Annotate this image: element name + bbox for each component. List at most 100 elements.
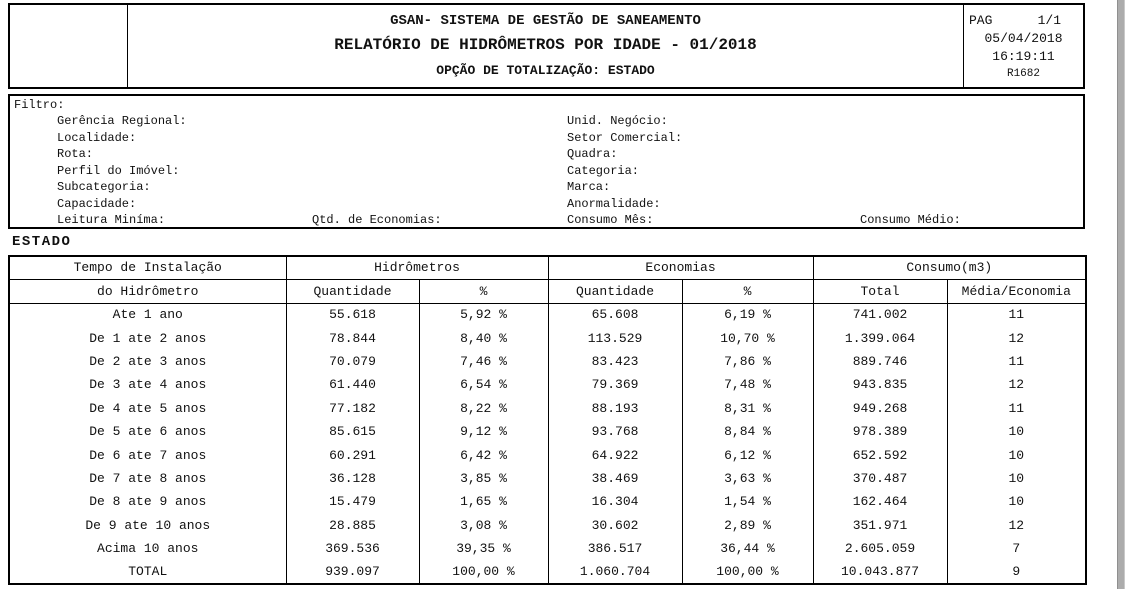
value-cell: 8,84 % bbox=[681, 419, 814, 444]
value-cell: 15.479 bbox=[285, 490, 420, 514]
filter-label: Leitura Miníma: bbox=[57, 213, 166, 227]
filter-label: Marca: bbox=[567, 180, 611, 194]
group-header-installation-time: Tempo de Instalação bbox=[8, 255, 287, 280]
row-label-cell: De 5 ate 6 anos bbox=[8, 419, 287, 444]
value-cell: 11 bbox=[946, 396, 1087, 420]
filter-label: Gerência Regional: bbox=[57, 114, 187, 128]
meters-by-age-table: Tempo de Instalação Hidrômetros Economia… bbox=[8, 255, 1088, 585]
sub-header-meter: do Hidrômetro bbox=[8, 278, 287, 304]
row-label-cell: De 1 ate 2 anos bbox=[8, 326, 287, 350]
table-row: De 9 ate 10 anos 28.885 3,08 % 30.602 2,89 %… bbox=[8, 513, 1087, 537]
filter-label: Subcategoria: bbox=[57, 180, 151, 194]
value-cell: 93.768 bbox=[547, 419, 683, 444]
value-cell: 78.844 bbox=[285, 326, 420, 350]
page-number: 1/1 bbox=[1037, 13, 1061, 28]
table-group-header-row: Tempo de Instalação Hidrômetros Economia… bbox=[8, 255, 1087, 280]
value-cell: 28.885 bbox=[285, 513, 420, 537]
value-cell: 6,54 % bbox=[418, 373, 549, 397]
value-cell: 3,85 % bbox=[418, 466, 549, 491]
value-cell: 12 bbox=[946, 373, 1087, 397]
value-cell: 113.529 bbox=[547, 326, 683, 350]
value-cell: 5,92 % bbox=[418, 303, 549, 327]
value-cell: 3,08 % bbox=[418, 513, 549, 537]
table-row: De 6 ate 7 anos 60.291 6,42 % 64.922 6,12 % 6… bbox=[8, 443, 1087, 467]
section-label: ESTADO bbox=[12, 234, 72, 250]
value-cell: 10 bbox=[946, 490, 1087, 514]
value-cell: 38.469 bbox=[547, 466, 683, 491]
value-cell: 12 bbox=[946, 326, 1087, 350]
value-cell: 370.487 bbox=[812, 466, 948, 491]
filter-label: Capacidade: bbox=[57, 196, 137, 211]
value-cell: 978.389 bbox=[812, 419, 948, 444]
value-cell: 889.746 bbox=[812, 349, 948, 374]
sub-header-pct-1: % bbox=[418, 278, 549, 304]
group-header-consumption: Consumo(m3) bbox=[812, 255, 1087, 280]
value-cell: 939.097 bbox=[285, 560, 420, 584]
value-cell: 369.536 bbox=[285, 536, 420, 561]
filter-label: Categoria: bbox=[567, 163, 640, 178]
value-cell: 65.608 bbox=[547, 303, 683, 327]
filter-box: Filtro: Gerência Regional: Unid. Negócio:… bbox=[8, 94, 1085, 229]
filter-label: Unid. Negócio: bbox=[567, 114, 668, 128]
vertical-scrollbar[interactable] bbox=[1117, 0, 1125, 589]
page-info-box: PAG 1/1 05/04/2018 16:19:11 R1682 bbox=[963, 5, 1083, 87]
report-time: 16:19:11 bbox=[992, 49, 1055, 64]
value-cell: 9 bbox=[946, 560, 1087, 584]
value-cell: 83.423 bbox=[547, 349, 683, 374]
table-row: De 1 ate 2 anos 78.844 8,40 % 113.529 10,70 … bbox=[8, 326, 1087, 350]
filter-label: Qtd. de Economias: bbox=[312, 213, 442, 227]
table-row: De 8 ate 9 anos 15.479 1,65 % 16.304 1,54 % 1… bbox=[8, 490, 1087, 514]
row-label-cell: De 6 ate 7 anos bbox=[8, 443, 287, 467]
sub-header-total: Total bbox=[812, 278, 948, 304]
value-cell: 77.182 bbox=[285, 396, 420, 420]
row-label-cell: Ate 1 ano bbox=[8, 303, 287, 327]
value-cell: 6,42 % bbox=[418, 443, 549, 467]
row-label-cell: De 4 ate 5 anos bbox=[8, 396, 287, 420]
filter-label: Rota: bbox=[57, 147, 94, 161]
row-label-cell: De 8 ate 9 anos bbox=[8, 490, 287, 514]
value-cell: 61.440 bbox=[285, 373, 420, 397]
table-sub-header-row: do Hidrômetro Quantidade % Quantidade % … bbox=[8, 278, 1087, 304]
value-cell: 2,89 % bbox=[681, 513, 814, 537]
value-cell: 162.464 bbox=[812, 490, 948, 514]
filter-label: Anormalidade: bbox=[567, 196, 661, 211]
value-cell: 943.835 bbox=[812, 373, 948, 397]
filter-label: Localidade: bbox=[57, 130, 137, 145]
row-label-cell: TOTAL bbox=[8, 560, 287, 584]
report-header: GSAN- SISTEMA DE GESTÃO DE SANEAMENTO RE… bbox=[8, 3, 1085, 89]
filter-label: Quadra: bbox=[567, 147, 618, 161]
value-cell: 60.291 bbox=[285, 443, 420, 467]
value-cell: 7,48 % bbox=[681, 373, 814, 397]
report-name: RELATÓRIO DE HIDRÔMETROS POR IDADE - 01/… bbox=[334, 36, 757, 54]
value-cell: 1,54 % bbox=[681, 490, 814, 514]
filter-label: Consumo Médio: bbox=[860, 213, 961, 227]
value-cell: 10.043.877 bbox=[812, 560, 948, 584]
value-cell: 64.922 bbox=[547, 443, 683, 467]
table-wrap: Tempo de Instalação Hidrômetros Economia… bbox=[8, 255, 1088, 585]
totalization-option: OPÇÃO DE TOTALIZAÇÃO: ESTADO bbox=[436, 63, 655, 78]
filter-label: Consumo Mês: bbox=[567, 213, 654, 227]
value-cell: 2.605.059 bbox=[812, 536, 948, 561]
table-row: De 3 ate 4 anos 61.440 6,54 % 79.369 7,48 % 9… bbox=[8, 373, 1087, 397]
row-label-cell: De 7 ate 8 anos bbox=[8, 466, 287, 491]
value-cell: 6,19 % bbox=[681, 303, 814, 327]
value-cell: 1,65 % bbox=[418, 490, 549, 514]
value-cell: 1.060.704 bbox=[547, 560, 683, 584]
sub-header-avg-economy: Média/Economia bbox=[946, 278, 1087, 304]
value-cell: 10,70 % bbox=[681, 326, 814, 350]
value-cell: 7 bbox=[946, 536, 1087, 561]
table-row: De 7 ate 8 anos 36.128 3,85 % 38.469 3,63 % 3… bbox=[8, 466, 1087, 491]
sub-header-qty-1: Quantidade bbox=[285, 278, 420, 304]
sub-header-pct-2: % bbox=[681, 278, 814, 304]
group-header-hydrometers: Hidrômetros bbox=[285, 255, 549, 280]
filter-label: Setor Comercial: bbox=[567, 130, 683, 145]
value-cell: 10 bbox=[946, 419, 1087, 444]
value-cell: 16.304 bbox=[547, 490, 683, 514]
value-cell: 652.592 bbox=[812, 443, 948, 467]
value-cell: 386.517 bbox=[547, 536, 683, 561]
value-cell: 351.971 bbox=[812, 513, 948, 537]
table-body: Ate 1 ano 55.618 5,92 % 65.608 6,19 % 741.002… bbox=[8, 303, 1087, 584]
value-cell: 70.079 bbox=[285, 349, 420, 374]
logo-area bbox=[10, 5, 128, 87]
